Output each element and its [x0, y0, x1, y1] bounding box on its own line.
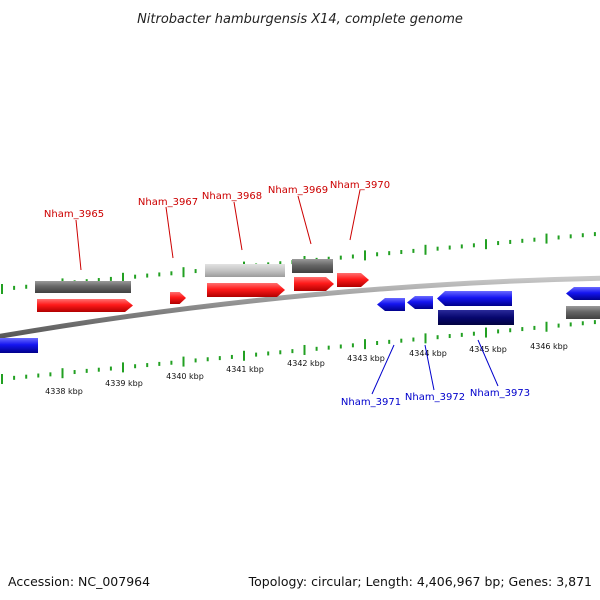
gene-labels: Nham_3965 Nham_3967 Nham_3968 Nham_3969 …	[44, 180, 530, 408]
gene-feature[interactable]	[566, 287, 600, 300]
scale-label: 4342 kbp	[287, 359, 325, 368]
scale-labels: 4338 kbp 4339 kbp 4340 kbp 4341 kbp 4342…	[45, 342, 568, 396]
feature-block[interactable]	[205, 264, 285, 277]
gene-label-leader	[424, 344, 435, 391]
genome-summary-text: Topology: circular; Length: 4,406,967 bp…	[248, 574, 592, 589]
gene-feature[interactable]	[0, 338, 38, 353]
scale-label: 4344 kbp	[409, 349, 447, 358]
gene-label-nham-3971[interactable]: Nham_3971	[341, 397, 401, 408]
scale-label: 4339 kbp	[105, 379, 143, 388]
gene-feature[interactable]	[294, 277, 334, 291]
genome-backbone	[0, 275, 600, 339]
gene-label-nham-3970[interactable]: Nham_3970	[330, 180, 390, 191]
gene-feature[interactable]	[437, 291, 512, 306]
scale-label: 4346 kbp	[530, 342, 568, 351]
gene-label-leader	[371, 344, 395, 395]
gene-feature[interactable]	[407, 296, 433, 309]
inner-tick-track	[1, 320, 596, 384]
gene-label-nham-3965[interactable]: Nham_3965	[44, 209, 104, 220]
feature-block[interactable]	[35, 281, 131, 293]
gene-feature[interactable]	[207, 283, 285, 297]
gene-label-nham-3968[interactable]: Nham_3968	[202, 191, 262, 202]
scale-label: 4338 kbp	[45, 387, 83, 396]
gene-track	[0, 259, 600, 353]
gene-feature[interactable]	[170, 292, 186, 304]
scale-label: 4340 kbp	[166, 372, 204, 381]
gene-feature[interactable]	[37, 299, 133, 312]
scale-label: 4341 kbp	[226, 365, 264, 374]
gene-feature[interactable]	[438, 310, 514, 325]
map-title: Nitrobacter hamburgensis X14, complete g…	[137, 12, 463, 27]
feature-block[interactable]	[566, 306, 600, 319]
gene-label-leader	[297, 195, 312, 245]
gene-label-leader	[233, 201, 243, 251]
gene-label-leader	[477, 339, 499, 387]
gene-label-leader	[75, 219, 82, 271]
scale-label: 4343 kbp	[347, 354, 385, 363]
gene-label-leader	[349, 189, 361, 241]
feature-block[interactable]	[292, 259, 333, 273]
gene-label-nham-3969[interactable]: Nham_3969	[268, 185, 328, 196]
gene-label-nham-3973[interactable]: Nham_3973	[470, 388, 530, 399]
gene-label-nham-3967[interactable]: Nham_3967	[138, 197, 198, 208]
scale-label: 4345 kbp	[469, 345, 507, 354]
gene-feature[interactable]	[377, 298, 405, 311]
accession-text: Accession: NC_007964	[8, 574, 150, 589]
gene-feature[interactable]	[337, 273, 369, 287]
gene-label-leader	[165, 206, 174, 259]
gene-label-nham-3972[interactable]: Nham_3972	[405, 392, 465, 403]
